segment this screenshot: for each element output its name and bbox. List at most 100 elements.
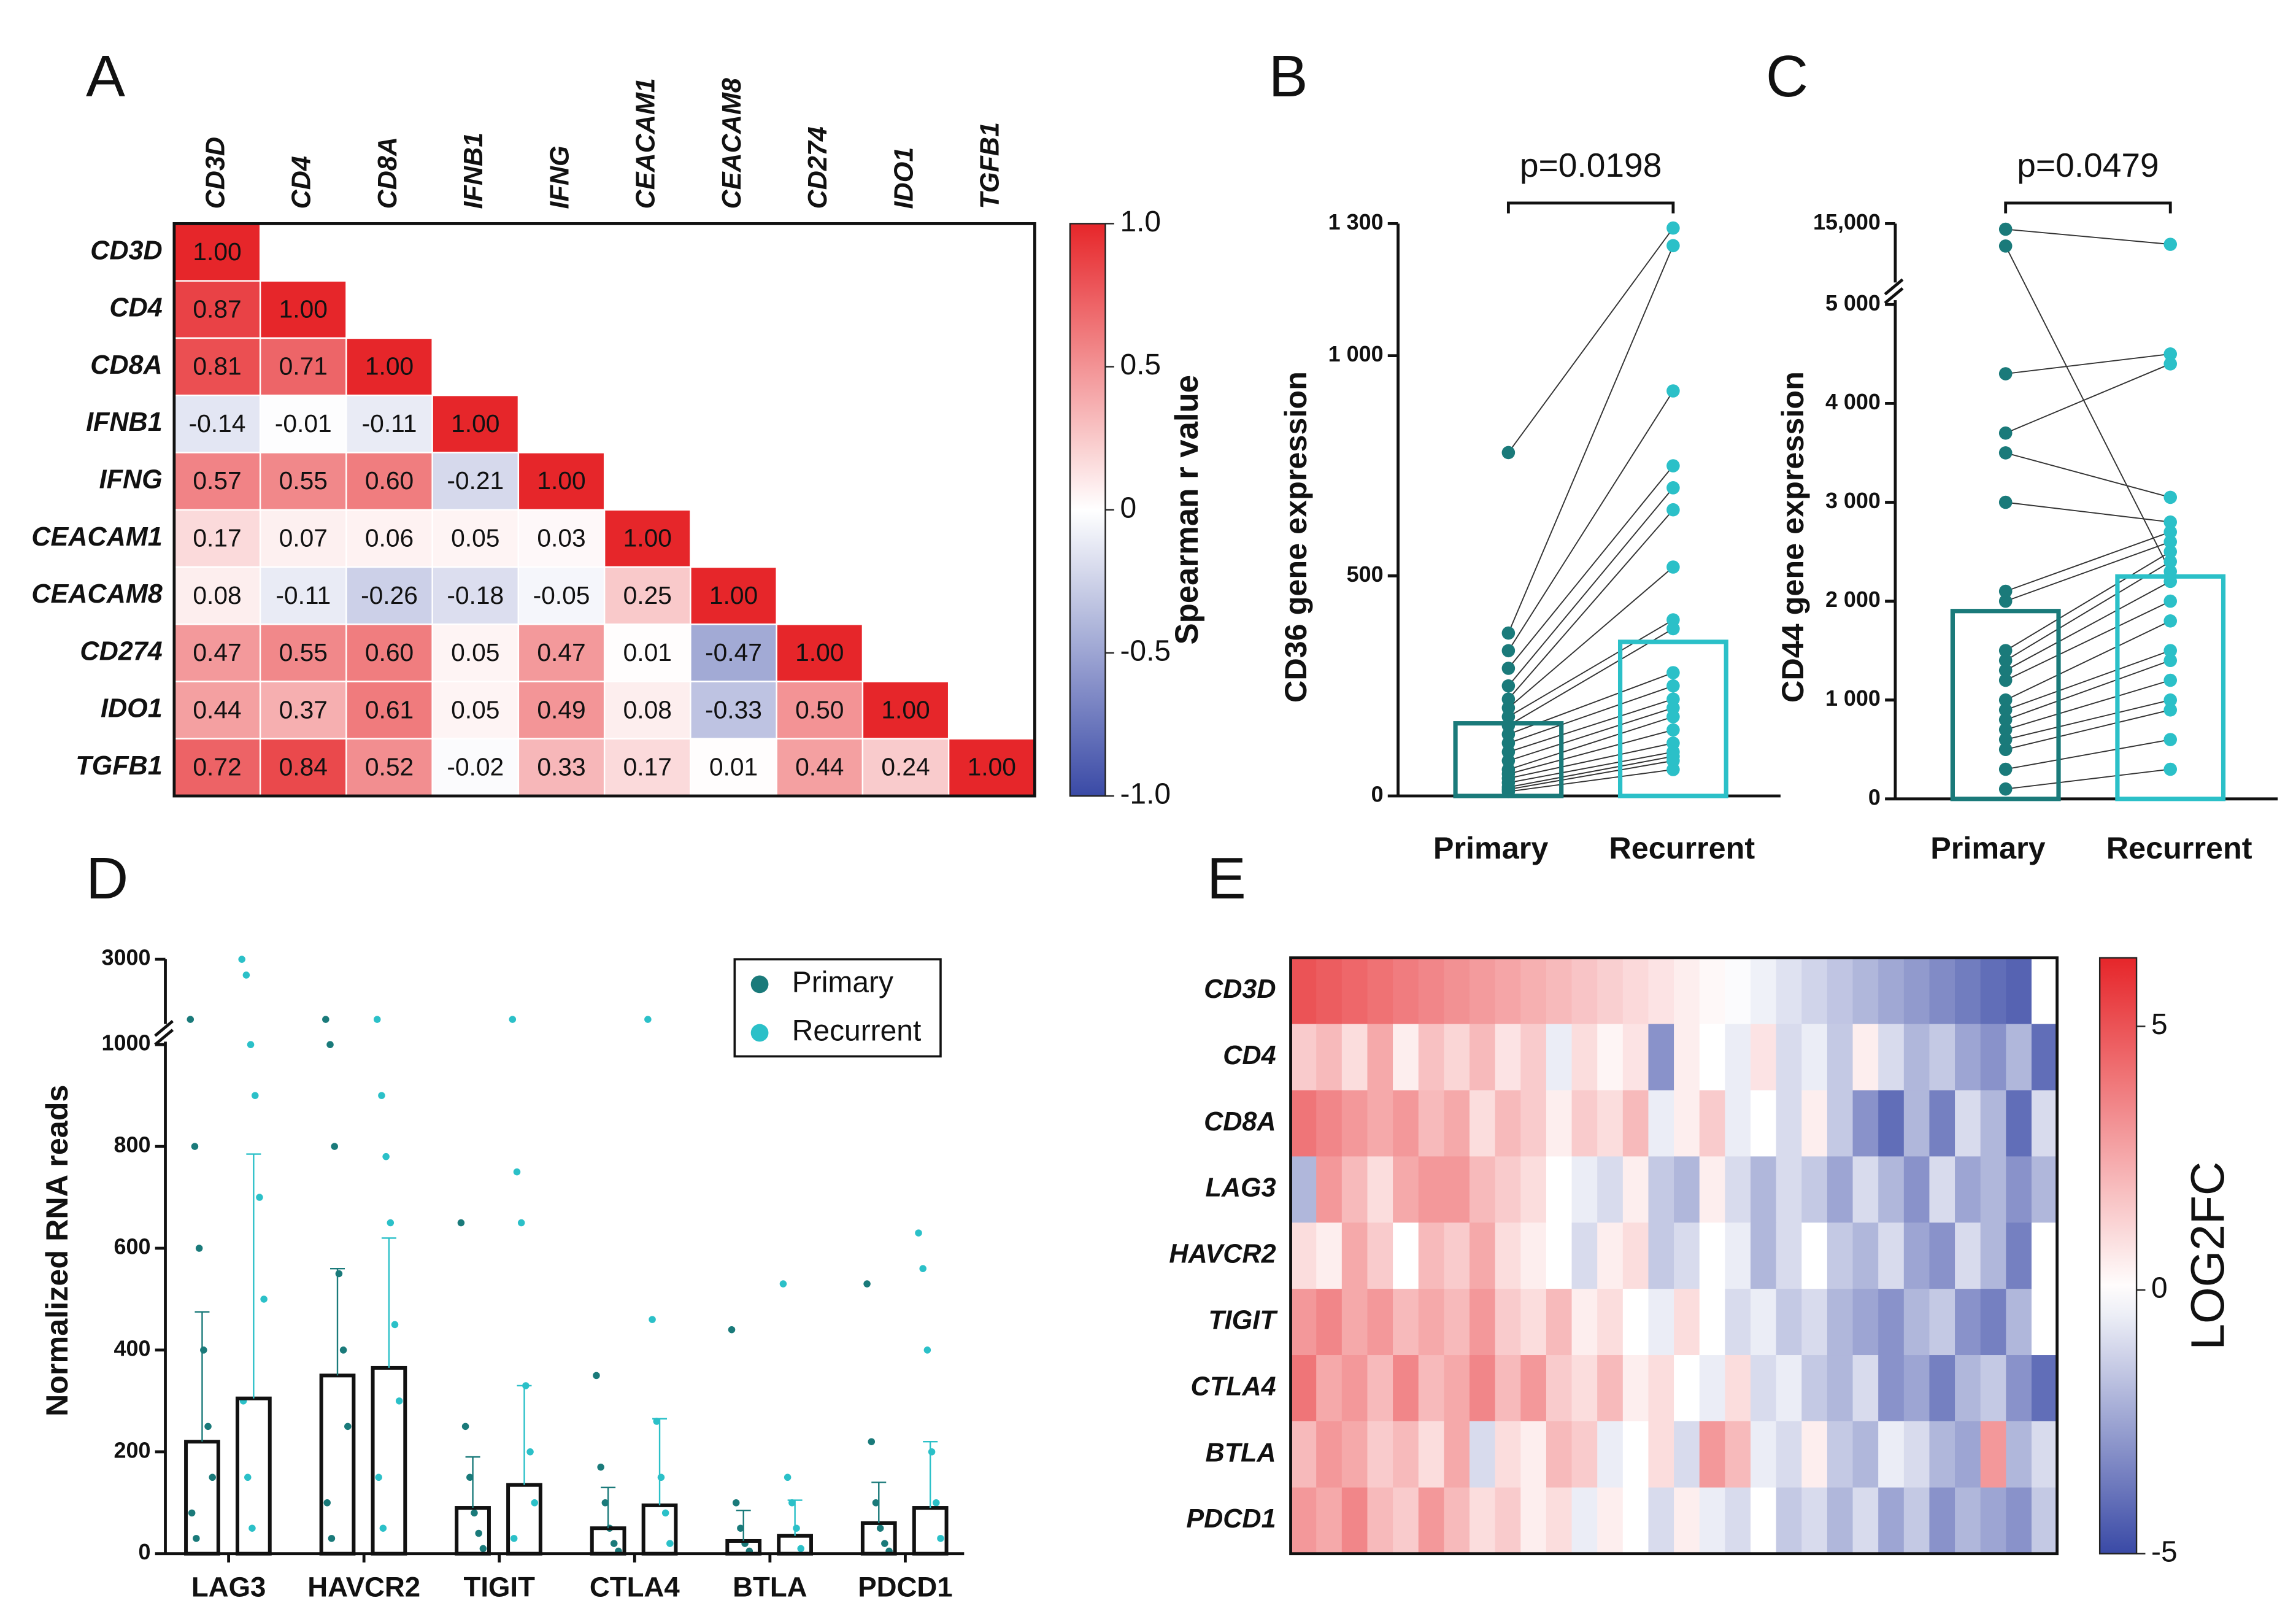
point (1666, 622, 1680, 636)
cell (1827, 1222, 1854, 1290)
cell (259, 280, 347, 339)
column-label: CD3D (201, 137, 230, 209)
cell (1495, 957, 1522, 1025)
cell (1290, 1024, 1317, 1091)
cell (1801, 1421, 1828, 1488)
point (1998, 446, 2013, 460)
legend-marker (750, 975, 769, 994)
cell (1418, 1090, 1445, 1157)
cell (1776, 957, 1803, 1025)
row-label: TIGIT (1208, 1306, 1278, 1335)
cell (1444, 1289, 1470, 1356)
cell (1929, 1024, 1956, 1091)
y-axis-label: CD36 gene expression (1278, 371, 1313, 703)
cell (1903, 1289, 1930, 1356)
cell (1674, 957, 1700, 1025)
y-tick-label: 1000 (102, 1030, 151, 1056)
cell-label: 0.01 (709, 753, 758, 781)
cell (345, 738, 433, 797)
y-tick-label: 0 (139, 1539, 151, 1564)
pair-line (2005, 660, 2171, 720)
point (1998, 703, 2013, 717)
point (323, 1499, 331, 1507)
cell-label: 0.49 (537, 695, 585, 724)
point (2163, 594, 2178, 608)
pair-line (1508, 751, 1674, 784)
cell (1622, 1156, 1649, 1224)
cell-label: 0.03 (537, 524, 585, 552)
cell (1827, 1090, 1854, 1157)
y-tick-label: 1 000 (1328, 341, 1384, 366)
cell-label: 0.47 (193, 638, 241, 666)
cell (1316, 1024, 1343, 1091)
cell (1955, 1024, 1981, 1091)
row-label: IDO1 (101, 694, 163, 724)
cell (1393, 1090, 1419, 1157)
bar (371, 1365, 407, 1556)
cell (1622, 1355, 1649, 1422)
cell (1674, 1222, 1700, 1290)
cell (1827, 1024, 1854, 1091)
cell (861, 681, 950, 739)
cell (2006, 1156, 2032, 1224)
cell (259, 394, 347, 454)
point (793, 1524, 800, 1532)
cell (431, 509, 520, 568)
y-tick-label: 500 (1347, 562, 1384, 587)
point (1998, 644, 2013, 657)
cell (1367, 957, 1394, 1025)
row-label: LAG3 (1206, 1173, 1276, 1203)
cell (1801, 957, 1828, 1025)
point (209, 1473, 216, 1481)
bar (777, 1534, 813, 1556)
cell-label: 0.05 (451, 524, 499, 552)
point (915, 1229, 922, 1237)
cell (345, 509, 433, 568)
cell-label: 1.00 (193, 237, 241, 266)
pair-line (2005, 709, 2171, 751)
point (195, 1245, 203, 1252)
cell (1852, 1024, 1879, 1091)
point (2163, 535, 2178, 549)
point (248, 1524, 256, 1532)
annotation: p=0.0198 (1520, 146, 1662, 184)
cell-label: -0.01 (275, 409, 332, 438)
cell (1341, 957, 1368, 1025)
cell (173, 681, 261, 739)
error-bar (601, 1486, 616, 1529)
error-bar (923, 1441, 938, 1508)
point (2163, 545, 2178, 558)
cell (431, 394, 520, 454)
point (2163, 565, 2178, 579)
cell (1878, 1355, 1905, 1422)
cell (1316, 1289, 1343, 1356)
cell (1393, 1355, 1419, 1422)
cell (1827, 1289, 1854, 1356)
cell (1622, 1024, 1649, 1091)
x-tick-label: TIGIT (464, 1571, 536, 1602)
error-bar (517, 1384, 532, 1485)
cell (1597, 1289, 1624, 1356)
cell (1980, 957, 2007, 1025)
cell (1699, 1355, 1726, 1422)
pair-line (1508, 698, 1674, 753)
cell (1316, 1421, 1343, 1488)
cell (1444, 1487, 1470, 1554)
point (1998, 222, 2013, 236)
point (928, 1448, 936, 1456)
row-label: TGFB1 (75, 751, 162, 781)
point (1998, 367, 2013, 380)
point (661, 1509, 669, 1517)
cell (1571, 957, 1598, 1025)
point (2163, 357, 2178, 371)
point (251, 1092, 259, 1099)
pair-line (1508, 390, 1674, 651)
x-tick-label: Recurrent (2106, 830, 2252, 865)
cell (1827, 957, 1854, 1025)
cell (776, 624, 864, 682)
cell (1955, 957, 1981, 1025)
column-label: CD8A (373, 137, 403, 209)
cell-label: 1.00 (709, 581, 758, 609)
point (509, 1016, 517, 1023)
point (2163, 347, 2178, 361)
